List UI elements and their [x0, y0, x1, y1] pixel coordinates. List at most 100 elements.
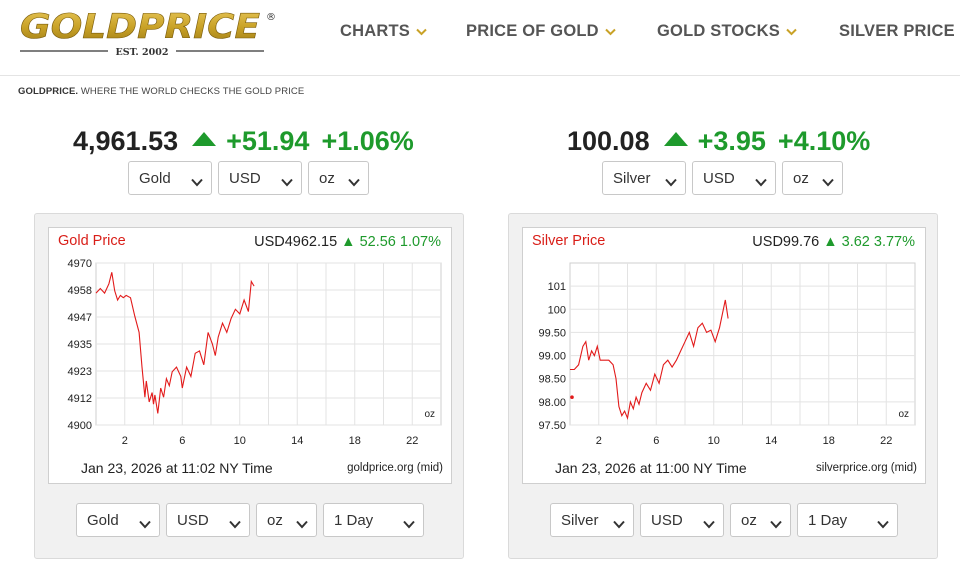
gold-chart-title: Gold Price [58, 233, 126, 249]
nav-gold-stocks[interactable]: GOLD STOCKS [657, 22, 797, 41]
x-tick-label: 10 [708, 435, 720, 447]
silver-chart-panel: 101 100 99.50 99.00 98.50 98.00 97.50 2 6 10 14 18 2… [508, 213, 938, 559]
silver-chart-range-value: 1 Day [808, 511, 848, 529]
gold-chart-currency-select[interactable]: USD [166, 503, 250, 537]
y-tick-label: 4947 [68, 312, 92, 324]
gold-chart-quote: USD4962.15 ▲ 52.56 1.07% [254, 234, 441, 250]
gold-chart-unit-select[interactable]: oz [256, 503, 317, 537]
silver-chart-range-select[interactable]: 1 Day [797, 503, 898, 537]
nav-price-of-gold-label: PRICE OF GOLD [466, 22, 599, 40]
silver-currency-value: USD [703, 169, 735, 187]
gold-change: +51.94 [226, 125, 310, 156]
y-tick-label: 4900 [68, 420, 92, 432]
gold-chart-timestamp: Jan 23, 2026 at 11:02 NY Time [81, 460, 273, 476]
tagline-text: WHERE THE WORLD CHECKS THE GOLD PRICE [78, 86, 305, 97]
x-tick-label: 18 [823, 435, 835, 447]
gold-chart-range-select[interactable]: 1 Day [323, 503, 424, 537]
chevron-down-icon [348, 174, 360, 191]
gold-unit-select[interactable]: oz [308, 161, 369, 195]
gold-chart-metal-value: Gold [87, 511, 119, 529]
triangle-up-icon: ▲ [341, 234, 356, 250]
silver-currency-select[interactable]: USD [692, 161, 776, 195]
gold-quote-price: USD4962.15 [254, 234, 338, 250]
silver-price: 100.08 [567, 125, 650, 156]
y-tick-label: 4958 [68, 285, 92, 297]
y-tick-label: 101 [548, 281, 566, 293]
silver-chart-metal-select[interactable]: Silver [550, 503, 634, 537]
x-tick-label: 10 [234, 435, 246, 447]
silver-percent: +4.10% [777, 125, 871, 156]
nav-silver-price[interactable]: SILVER PRICE [839, 22, 955, 41]
chevron-down-icon [281, 174, 293, 191]
gold-chart-range-value: 1 Day [334, 511, 374, 529]
gold-price: 4,961.53 [73, 125, 179, 156]
silver-chart-currency-select[interactable]: USD [640, 503, 724, 537]
triangle-up-icon [663, 131, 688, 151]
nav-gold-stocks-label: GOLD STOCKS [657, 22, 780, 40]
gold-quote-change-wrap: ▲ 52.56 1.07% [341, 234, 441, 250]
price-marker [570, 395, 574, 400]
chevron-down-icon [296, 516, 308, 533]
gold-chart-source: goldprice.org (mid) [347, 462, 443, 474]
gold-chart-currency-value: USD [177, 511, 209, 529]
chevron-down-icon [822, 174, 834, 191]
y-tick-label: 98.00 [538, 397, 566, 409]
y-tick-label: 4912 [68, 393, 92, 405]
x-tick-label: 6 [179, 435, 185, 447]
price-series-line [570, 299, 729, 421]
silver-chart[interactable]: 101 100 99.50 99.00 98.50 98.00 97.50 2 6 10 14 18 2… [522, 227, 926, 484]
gold-chart-unit-value: oz [267, 511, 283, 529]
silver-chart-metal-value: Silver [561, 511, 599, 529]
gold-metal-value: Gold [139, 169, 171, 187]
chevron-down-icon [605, 22, 616, 41]
y-tick-label: 4970 [68, 258, 92, 270]
silver-metal-value: Silver [613, 169, 651, 187]
silver-chart-plot: 101 100 99.50 99.00 98.50 98.00 97.50 2 6 10 14 18 2… [538, 262, 916, 447]
gold-ticker: 4,961.53 +51.94 +1.06% [73, 124, 414, 158]
gold-currency-select[interactable]: USD [218, 161, 302, 195]
logo-est: EST. 2002 [115, 47, 168, 58]
logo-wordmark: GOLDPRICE [20, 7, 260, 47]
chevron-down-icon [139, 516, 151, 533]
triangle-up-icon [192, 131, 217, 151]
gold-quote-change: 52.56 1.07% [359, 234, 441, 250]
gold-metal-select[interactable]: Gold [128, 161, 212, 195]
silver-chart-currency-value: USD [651, 511, 683, 529]
chevron-down-icon [229, 516, 241, 533]
chevron-down-icon [191, 174, 203, 191]
x-tick-label: 22 [406, 435, 418, 447]
silver-unit-select[interactable]: oz [782, 161, 843, 195]
goldprice-logo[interactable]: GOLDPRICE ® EST. 2002 [20, 6, 280, 62]
silver-quote-price: USD99.76 [752, 234, 820, 250]
unit-label: oz [424, 409, 435, 420]
chevron-down-icon [416, 22, 427, 41]
y-tick-label: 4935 [68, 339, 92, 351]
silver-chart-title: Silver Price [532, 233, 606, 249]
silver-ticker: 100.08 +3.95 +4.10% [567, 124, 870, 158]
plot-area: 4970 4958 4947 4935 4923 4912 4900 2 6 10 14 18 22 oz [68, 258, 442, 447]
chevron-down-icon [665, 174, 677, 191]
x-tick-label: 18 [349, 435, 361, 447]
x-tick-label: 14 [765, 435, 777, 447]
gold-chart-plot: 4970 4958 4947 4935 4923 4912 4900 2 6 10 14 18 22 oz [68, 258, 442, 447]
x-tick-label: 14 [291, 435, 303, 447]
tagline-brand: GOLDPRICE. [18, 86, 79, 97]
y-tick-label: 99.50 [538, 327, 566, 339]
silver-chart-unit-select[interactable]: oz [730, 503, 791, 537]
nav-charts[interactable]: CHARTS [340, 22, 427, 41]
silver-chart-source: silverprice.org (mid) [816, 462, 917, 474]
nav-charts-label: CHARTS [340, 22, 410, 40]
x-tick-label: 2 [122, 435, 128, 447]
silver-metal-select[interactable]: Silver [602, 161, 686, 195]
logo-registered-mark: ® [266, 12, 276, 23]
y-tick-label: 99.00 [538, 351, 566, 363]
gold-chart-metal-select[interactable]: Gold [76, 503, 160, 537]
silver-quote-change: 3.62 3.77% [841, 234, 915, 250]
chevron-down-icon [613, 516, 625, 533]
chevron-down-icon [755, 174, 767, 191]
site-header: GOLDPRICE ® EST. 2002 CHARTS PRICE OF GO… [0, 0, 960, 76]
x-tick-label: 6 [653, 435, 659, 447]
silver-quote-change-wrap: ▲ 3.62 3.77% [823, 234, 915, 250]
nav-price-of-gold[interactable]: PRICE OF GOLD [466, 22, 616, 41]
gold-chart[interactable]: 4970 4958 4947 4935 4923 4912 4900 2 6 10 14 18 22 oz… [48, 227, 452, 484]
